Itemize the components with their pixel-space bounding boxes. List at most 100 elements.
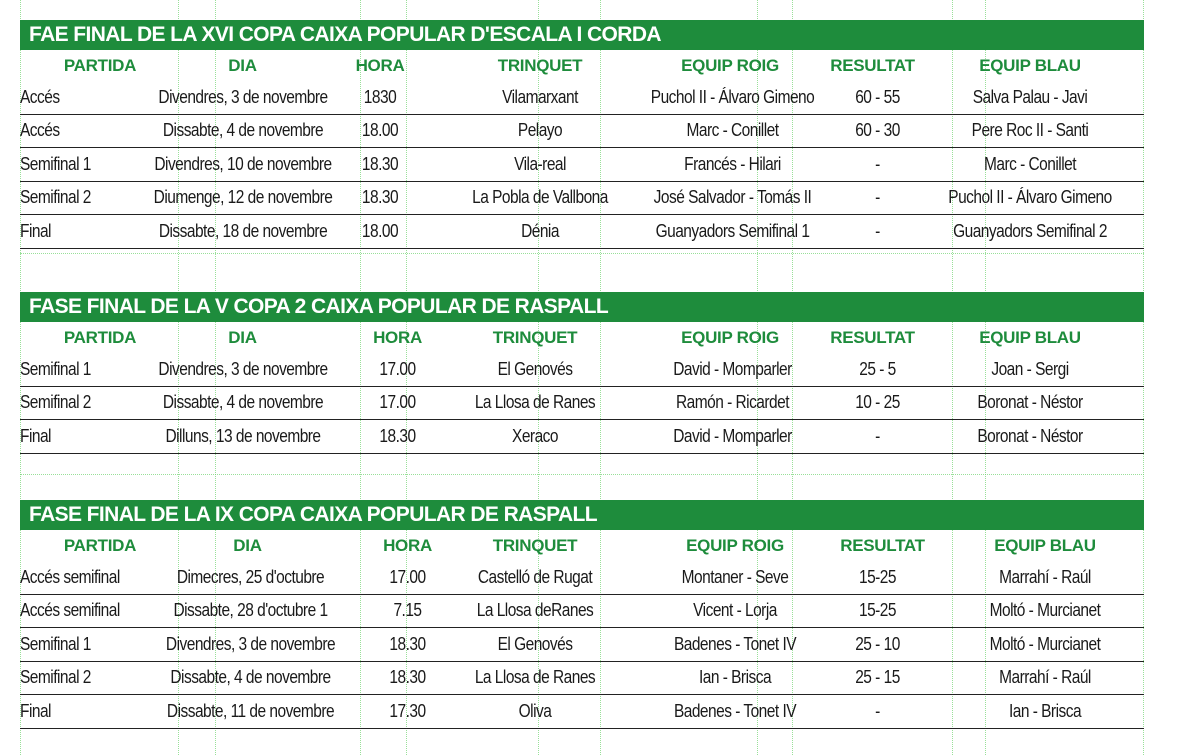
cell-equip-roig: David - Momparler xyxy=(673,425,792,446)
table-row: Semifinal 1 Divendres, 10 de novembre 18.3… xyxy=(20,148,1144,182)
cell-trinquet: Dénia xyxy=(521,220,559,241)
guide-line xyxy=(20,0,21,755)
header-partida: PARTIDA xyxy=(63,55,137,75)
table-row: Semifinal 1 Divendres, 3 de novembre 18.30… xyxy=(20,628,1144,662)
cell-dia: Dissabte, 4 de novembre xyxy=(162,120,324,141)
guide-line xyxy=(178,0,179,755)
cell-hora: 18.30 xyxy=(361,187,399,208)
cell-resultat: 10 - 25 xyxy=(855,392,900,413)
cell-equip-blau: Boronat - Néstor xyxy=(977,392,1083,413)
cell-resultat: - xyxy=(875,220,880,241)
cell-equip-roig: Marc - Conillet xyxy=(686,120,779,141)
cell-equip-blau: Guanyadors Semifinal 2 xyxy=(953,220,1107,241)
cell-equip-roig: Puchol II - Álvaro Gimeno xyxy=(650,86,815,107)
header-equip-blau: EQUIP BLAU xyxy=(994,535,1096,555)
cell-partida: Accés semifinal xyxy=(20,600,120,621)
header-dia: DIA xyxy=(228,55,257,75)
cell-partida: Accés semifinal xyxy=(20,566,120,587)
cell-dia: Dissabte, 18 de novembre xyxy=(158,220,328,241)
header-resultat: RESULTAT xyxy=(840,535,925,555)
cell-resultat: - xyxy=(875,187,880,208)
cell-dia: Divendres, 10 de novembre xyxy=(154,153,332,174)
cell-dia: Dissabte, 4 de novembre xyxy=(170,667,331,688)
guide-line xyxy=(215,0,216,755)
cell-hora: 17.00 xyxy=(379,392,416,413)
section-ix-copa-raspall: FASE FINAL DE LA IX COPA CAIXA POPULAR D… xyxy=(20,500,1144,729)
cell-equip-blau: Marrahí - Raúl xyxy=(999,667,1091,688)
cell-resultat: 60 - 30 xyxy=(855,120,900,141)
cell-dia: Dimecres, 25 d'octubre xyxy=(176,566,325,587)
cell-hora: 7.15 xyxy=(393,600,422,621)
guide-line xyxy=(20,253,1144,254)
cell-hora: 1830 xyxy=(363,86,397,107)
cell-trinquet: Castelló de Rugat xyxy=(477,566,593,587)
cell-trinquet: La Pobla de Vallbona xyxy=(472,187,608,208)
cell-equip-roig: David - Momparler xyxy=(673,358,792,379)
table-row: Semifinal 1 Divendres, 3 de novembre 17.00… xyxy=(20,353,1144,387)
guide-line xyxy=(952,0,953,755)
table-row: Final Dissabte, 18 de novembre 18.00 Dénia G… xyxy=(20,215,1144,249)
table-body: Accés Divendres, 3 de novembre 1830 Vilamar… xyxy=(20,81,1144,249)
cell-partida: Final xyxy=(20,220,51,241)
cell-partida: Semifinal 1 xyxy=(20,633,91,654)
cell-trinquet: Vila-real xyxy=(514,153,566,174)
header-resultat: RESULTAT xyxy=(830,327,915,347)
table-header: PARTIDA DIA HORA TRINQUET EQUIP ROIG RES… xyxy=(20,322,1144,353)
header-partida: PARTIDA xyxy=(63,535,137,555)
cell-resultat: 15-25 xyxy=(858,566,897,587)
cell-trinquet: La Llosa deRanes xyxy=(476,600,594,621)
cell-equip-blau: Marc - Conillet xyxy=(983,153,1077,174)
table-body: Accés semifinal Dimecres, 25 d'octubre 17.… xyxy=(20,561,1144,729)
header-dia: DIA xyxy=(228,327,257,347)
cell-dia: Divendres, 3 de novembre xyxy=(158,358,328,379)
table-row: Final Dissabte, 11 de novembre 17.30 Oliva B… xyxy=(20,695,1144,729)
cell-hora: 17.00 xyxy=(389,566,426,587)
header-hora: HORA xyxy=(383,535,432,555)
cell-equip-blau: Marrahí - Raúl xyxy=(999,566,1091,587)
section-title: FASE FINAL DE LA IX COPA CAIXA POPULAR D… xyxy=(20,500,1144,530)
cell-partida: Accés xyxy=(20,120,60,141)
section-title: FASE FINAL DE LA V COPA 2 CAIXA POPULAR … xyxy=(20,292,1144,322)
cell-partida: Semifinal 2 xyxy=(20,187,91,208)
cell-partida: Accés xyxy=(20,86,60,107)
cell-equip-roig: Badenes - Tonet IV xyxy=(673,700,797,721)
header-trinquet: TRINQUET xyxy=(492,535,578,555)
cell-trinquet: El Genovés xyxy=(497,358,573,379)
cell-partida: Semifinal 1 xyxy=(20,153,91,174)
cell-hora: 18.00 xyxy=(361,120,399,141)
cell-resultat: - xyxy=(875,153,880,174)
cell-resultat: 25 - 15 xyxy=(855,667,900,688)
guide-line xyxy=(406,0,407,755)
cell-trinquet: El Genovés xyxy=(497,633,573,654)
section-escala-i-corda: FAE FINAL DE LA XVI COPA CAIXA POPULAR D… xyxy=(20,20,1144,249)
cell-partida: Semifinal 2 xyxy=(20,392,91,413)
cell-resultat: - xyxy=(875,700,880,721)
guide-line xyxy=(1143,0,1144,755)
cell-resultat: - xyxy=(875,425,880,446)
table-row: Accés Dissabte, 4 de novembre 18.00 Pelayo M… xyxy=(20,115,1144,148)
cell-resultat: 25 - 10 xyxy=(855,633,900,654)
cell-dia: Diumenge, 12 de novembre xyxy=(153,187,333,208)
table-header: PARTIDA DIA HORA TRINQUET EQUIP ROIG RES… xyxy=(20,530,1144,561)
cell-partida: Semifinal 1 xyxy=(20,358,91,379)
cell-equip-roig: Guanyadors Semifinal 1 xyxy=(655,220,810,241)
cell-equip-blau: Boronat - Néstor xyxy=(977,425,1083,446)
cell-trinquet: Oliva xyxy=(518,700,552,721)
cell-hora: 18.00 xyxy=(361,220,399,241)
section-copa-2-raspall: FASE FINAL DE LA V COPA 2 CAIXA POPULAR … xyxy=(20,292,1144,454)
header-hora: HORA xyxy=(373,327,422,347)
cell-resultat: 25 - 5 xyxy=(859,358,896,379)
cell-dia: Divendres, 3 de novembre xyxy=(165,633,336,654)
table-row: Semifinal 2 Diumenge, 12 de novembre 18.30… xyxy=(20,182,1144,215)
cell-dia: Dissabte, 11 de novembre xyxy=(166,700,335,721)
cell-equip-blau: Ian - Brisca xyxy=(1008,700,1082,721)
cell-equip-roig: Ramón - Ricardet xyxy=(675,392,790,413)
cell-equip-roig: Badenes - Tonet IV xyxy=(673,633,797,654)
cell-hora: 17.00 xyxy=(379,358,416,379)
header-equip-blau: EQUIP BLAU xyxy=(979,55,1081,75)
cell-equip-roig: Montaner - Seve xyxy=(681,566,789,587)
table-body: Semifinal 1 Divendres, 3 de novembre 17.00… xyxy=(20,353,1144,454)
cell-equip-blau: Pere Roc II - Santi xyxy=(971,120,1089,141)
table-header: PARTIDA DIA HORA TRINQUET EQUIP ROIG RES… xyxy=(20,50,1144,81)
cell-equip-blau: Moltó - Murcianet xyxy=(989,600,1101,621)
